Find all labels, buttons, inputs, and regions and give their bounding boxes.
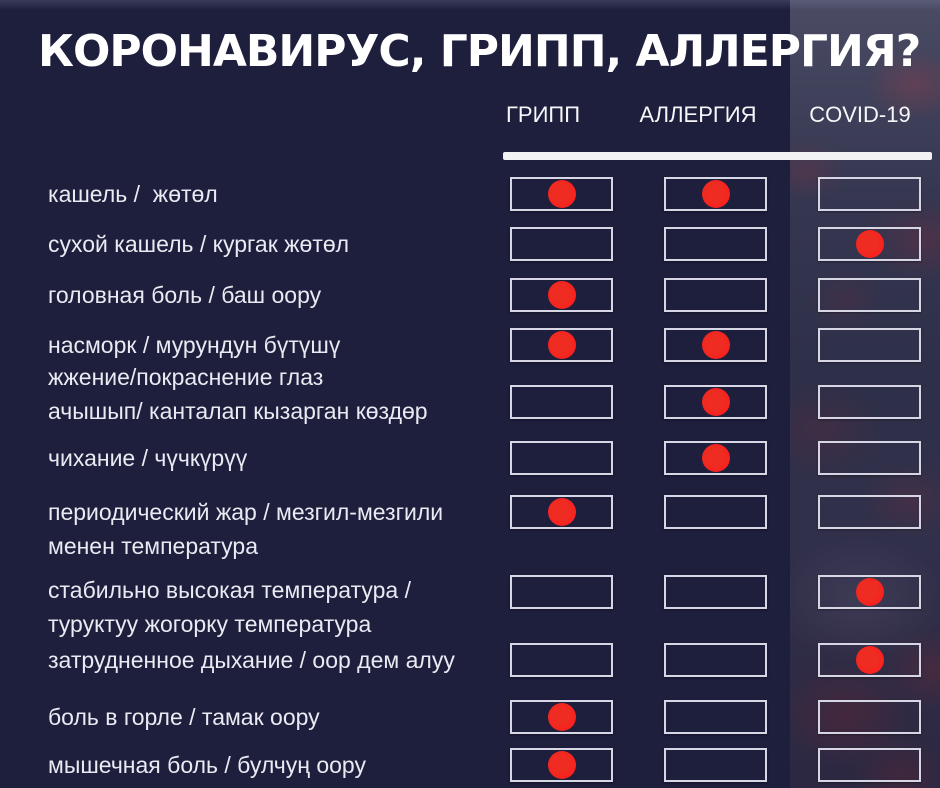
- cell-gripp: [510, 643, 613, 677]
- cell-gripp: [510, 441, 613, 475]
- top-edge-highlight: [0, 0, 940, 10]
- cell-covid: [818, 278, 921, 312]
- cell-gripp: [510, 278, 613, 312]
- symptom-row-sore-throat: боль в горле / тамак оору: [0, 700, 940, 734]
- cell-gripp: [510, 385, 613, 419]
- cell-covid: [818, 227, 921, 261]
- cell-allergy: [664, 177, 767, 211]
- cell-allergy: [664, 227, 767, 261]
- cell-covid: [818, 328, 921, 362]
- cell-gripp: [510, 227, 613, 261]
- symptom-label: боль в горле / тамак оору: [48, 704, 320, 730]
- cell-allergy: [664, 643, 767, 677]
- symptom-row-cough: кашель / жөтөл: [0, 177, 940, 211]
- symptom-label: сухой кашель / кургак жөтөл: [48, 231, 350, 257]
- cell-allergy: [664, 575, 767, 609]
- symptom-label: чихание / чүчкүрүү: [48, 445, 248, 471]
- cell-covid: [818, 575, 921, 609]
- symptom-row-breathing-difficulty: затрудненное дыхание / оор дем алуу: [0, 643, 940, 677]
- symptom-label: головная боль / баш оору: [48, 282, 322, 308]
- symptom-label: периодический жар / мезгил-мезгили менен…: [48, 499, 444, 559]
- cell-gripp: [510, 328, 613, 362]
- cell-gripp: [510, 495, 613, 529]
- cell-covid: [818, 495, 921, 529]
- cell-allergy: [664, 700, 767, 734]
- symptom-row-runny-nose: насморк / мурундун бүтүшү: [0, 328, 940, 362]
- cell-allergy: [664, 385, 767, 419]
- cell-allergy: [664, 278, 767, 312]
- symptom-label: насморк / мурундун бүтүшү: [48, 332, 341, 358]
- cell-covid: [818, 748, 921, 782]
- cell-covid: [818, 177, 921, 211]
- symptom-row-headache: головная боль / баш оору: [0, 278, 940, 312]
- symptom-label: стабильно высокая температура / туруктуу…: [48, 577, 411, 637]
- symptom-label: кашель / жөтөл: [48, 181, 218, 207]
- symptom-row-sneezing: чихание / чүчкүрүү: [0, 441, 940, 475]
- cell-covid: [818, 385, 921, 419]
- symptom-row-eye-redness: жжение/покраснение глаз ачышып/ канталап…: [0, 364, 940, 424]
- cell-allergy: [664, 441, 767, 475]
- symptom-row-dry-cough: сухой кашель / кургак жөтөл: [0, 227, 940, 261]
- cell-gripp: [510, 575, 613, 609]
- symptom-row-stable-high-fever: стабильно высокая температура / туруктуу…: [0, 575, 940, 637]
- symptom-label: затрудненное дыхание / оор дем алуу: [48, 647, 455, 673]
- column-header-allergy: АЛЛЕРГИЯ: [639, 102, 757, 127]
- column-header-gripp: ГРИПП: [505, 102, 581, 127]
- cell-covid: [818, 700, 921, 734]
- symptom-row-periodic-fever: периодический жар / мезгил-мезгили менен…: [0, 495, 940, 559]
- cell-gripp: [510, 748, 613, 782]
- cell-allergy: [664, 748, 767, 782]
- cell-allergy: [664, 328, 767, 362]
- symptom-row-muscle-pain: мышечная боль / булчуң оору: [0, 748, 940, 782]
- symptom-label: мышечная боль / булчуң оору: [48, 752, 366, 778]
- cell-covid: [818, 441, 921, 475]
- page-title: КОРОНАВИРУС, ГРИПП, АЛЛЕРГИЯ?: [38, 26, 921, 77]
- cell-covid: [818, 643, 921, 677]
- symptom-label: жжение/покраснение глаз ачышып/ канталап…: [48, 364, 428, 424]
- cell-allergy: [664, 495, 767, 529]
- column-header-covid: COVID-19: [809, 102, 911, 127]
- cell-gripp: [510, 700, 613, 734]
- cell-gripp: [510, 177, 613, 211]
- header-separator-line: [503, 152, 932, 160]
